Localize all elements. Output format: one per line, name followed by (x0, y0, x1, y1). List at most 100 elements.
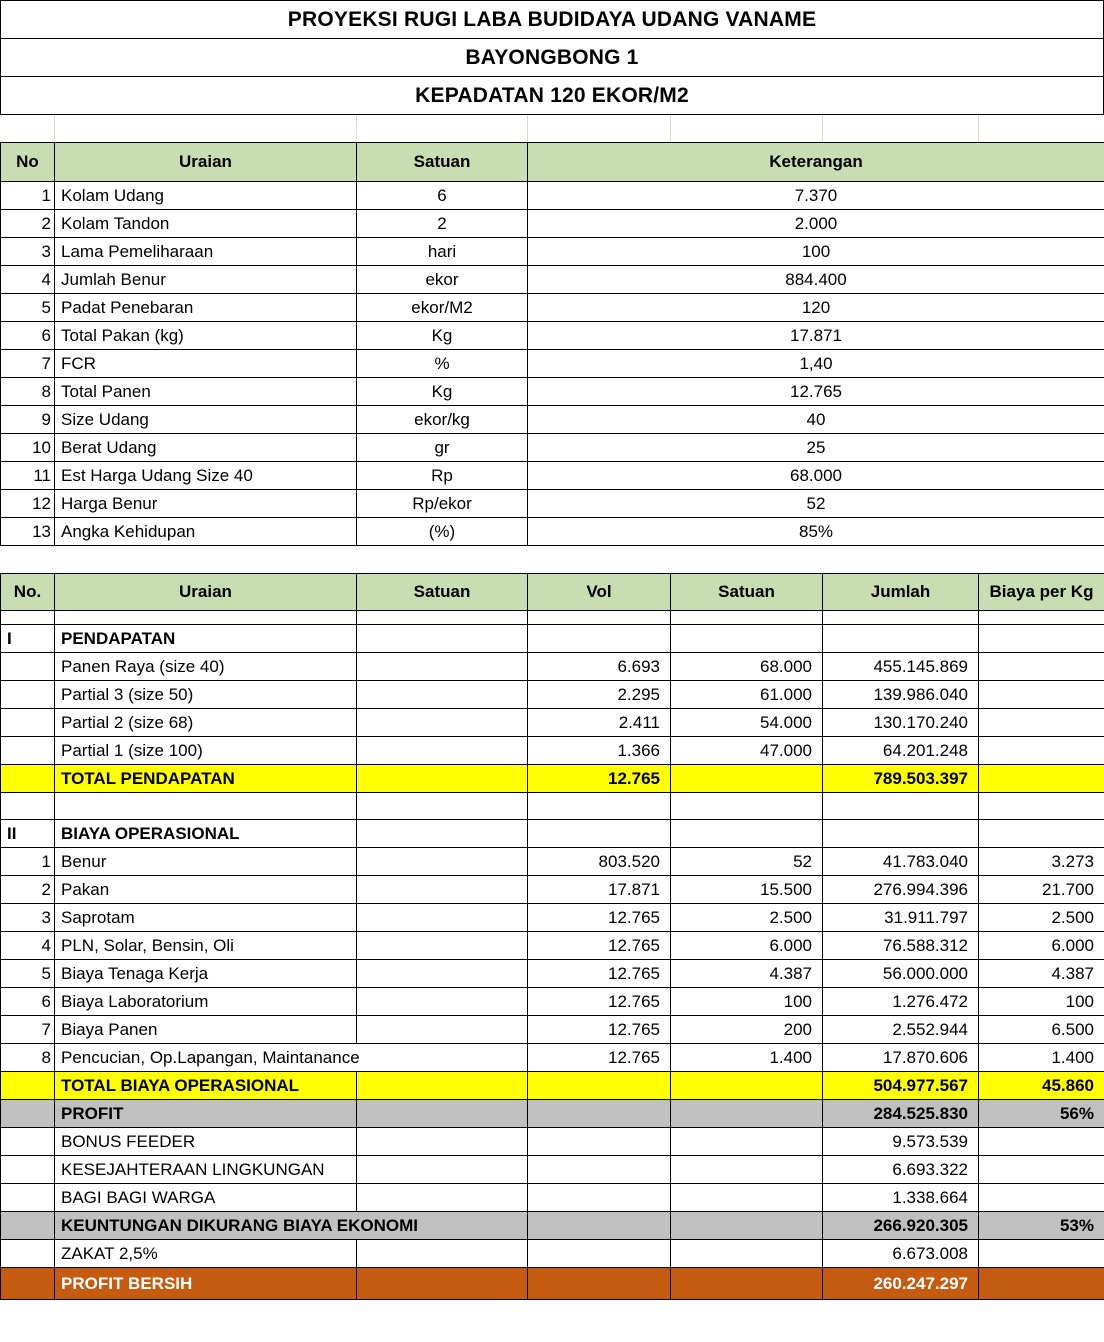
cell-no: 2 (0, 209, 55, 238)
table-row: 4 PLN, Solar, Bensin, Oli 12.765 6.000 76.58… (0, 931, 1104, 960)
table-row: 4 Jumlah Benur ekor 884.400 (0, 265, 1104, 294)
cell-uraian: Partial 1 (size 100) (54, 736, 357, 765)
site-name: BAYONGBONG 1 (0, 38, 1104, 77)
cell-no: 8 (0, 1043, 55, 1072)
report-title: PROYEKSI RUGI LABA BUDIDAYA UDANG VANAME (0, 0, 1104, 39)
cell-satuan: ekor/kg (356, 405, 528, 434)
cell-vol: 1.366 (527, 736, 671, 765)
cell-uraian: Biaya Tenaga Kerja (54, 959, 357, 988)
cell-keterangan: 884.400 (527, 265, 1104, 294)
cell-vol: 12.765 (527, 1015, 671, 1044)
cell-satuan: 15.500 (670, 875, 823, 904)
cell-biaya-per-kg: 6.000 (978, 931, 1104, 960)
cell-uraian: Partial 3 (size 50) (54, 680, 357, 709)
cell-jumlah: 76.588.312 (822, 931, 979, 960)
cell-keterangan: 40 (527, 405, 1104, 434)
cell-keterangan: 52 (527, 489, 1104, 518)
cell-keterangan: 85% (527, 517, 1104, 546)
cell-jumlah: 260.247.297 (822, 1267, 979, 1300)
cell-jumlah: 6.673.008 (822, 1239, 979, 1268)
cell-satuan: 52 (670, 847, 823, 876)
profit-bersih-row: PROFIT BERSIH 260.247.297 (0, 1267, 1104, 1300)
cell-satuan: 61.000 (670, 680, 823, 709)
cell-satuan: 47.000 (670, 736, 823, 765)
cell-no: 5 (0, 959, 55, 988)
table-row: 3 Saprotam 12.765 2.500 31.911.797 2.500 (0, 903, 1104, 932)
cell-jumlah: 130.170.240 (822, 708, 979, 737)
title-block: PROYEKSI RUGI LABA BUDIDAYA UDANG VANAME… (0, 0, 1104, 115)
cell-satuan: Kg (356, 321, 528, 350)
cell-satuan: (%) (356, 517, 528, 546)
cell-vol: 12.765 (527, 764, 671, 793)
cell-biaya-per-kg: 6.500 (978, 1015, 1104, 1044)
cell-biaya-per-kg: 1.400 (978, 1043, 1104, 1072)
table-row: 6 Total Pakan (kg) Kg 17.871 (0, 321, 1104, 350)
table-row: 7 Biaya Panen 12.765 200 2.552.944 6.500 (0, 1015, 1104, 1044)
cell-jumlah: 41.783.040 (822, 847, 979, 876)
cell-satuan: 6 (356, 181, 528, 210)
cell-jumlah: 9.573.539 (822, 1127, 979, 1156)
cell-jumlah: 64.201.248 (822, 736, 979, 765)
cell-satuan: 54.000 (670, 708, 823, 737)
cell-satuan: Kg (356, 377, 528, 406)
cell-jumlah: 31.911.797 (822, 903, 979, 932)
cell-no: 4 (0, 931, 55, 960)
cell-uraian: Biaya Laboratorium (54, 987, 357, 1016)
profit-loss-table: No. Uraian Satuan Vol Satuan Jumlah Biay… (0, 573, 1104, 1300)
table-row: 2 Pakan 17.871 15.500 276.994.396 21.700 (0, 875, 1104, 904)
section-row-biaya-operasional: II BIAYA OPERASIONAL (0, 819, 1104, 848)
cell-no: 7 (0, 1015, 55, 1044)
cell-jumlah: 284.525.830 (822, 1099, 979, 1128)
header-no: No. (0, 573, 55, 611)
cell-satuan: ekor/M2 (356, 293, 528, 322)
cell-satuan: 100 (670, 987, 823, 1016)
parameters-table: No Uraian Satuan Keterangan 1 Kolam Udang… (0, 142, 1104, 546)
cell-satuan: gr (356, 433, 528, 462)
cell-biaya-per-kg: 2.500 (978, 903, 1104, 932)
cell-uraian: FCR (54, 349, 357, 378)
table-row: 9 Size Udang ekor/kg 40 (0, 405, 1104, 434)
table-row: 1 Kolam Udang 6 7.370 (0, 181, 1104, 210)
table-header-row: No Uraian Satuan Keterangan (0, 142, 1104, 182)
cell-satuan: 2.500 (670, 903, 823, 932)
cell-uraian: KEUNTUNGAN DIKURANG BIAYA EKONOMI (54, 1211, 528, 1240)
cell-no: 6 (0, 321, 55, 350)
cell-no: I (0, 624, 55, 653)
cell-uraian: Biaya Panen (54, 1015, 357, 1044)
cell-uraian: Est Harga Udang Size 40 (54, 461, 357, 490)
cell-jumlah: 139.986.040 (822, 680, 979, 709)
cell-uraian: Berat Udang (54, 433, 357, 462)
cell-satuan: ekor (356, 265, 528, 294)
cell-satuan: Rp/ekor (356, 489, 528, 518)
cell-satuan: 1.400 (670, 1043, 823, 1072)
cell-vol: 803.520 (527, 847, 671, 876)
table-row: KESEJAHTERAAN LINGKUNGAN 6.693.322 (0, 1155, 1104, 1184)
cell-uraian: Padat Penebaran (54, 293, 357, 322)
keuntungan-row: KEUNTUNGAN DIKURANG BIAYA EKONOMI 266.920… (0, 1211, 1104, 1240)
cell-uraian: Size Udang (54, 405, 357, 434)
cell-jumlah: 1.276.472 (822, 987, 979, 1016)
cell-satuan: 200 (670, 1015, 823, 1044)
cell-biaya-per-kg: 45.860 (978, 1071, 1104, 1100)
cell-keterangan: 2.000 (527, 209, 1104, 238)
cell-jumlah: 6.693.322 (822, 1155, 979, 1184)
cell-jumlah: 2.552.944 (822, 1015, 979, 1044)
cell-biaya-per-kg: 4.387 (978, 959, 1104, 988)
cell-vol: 17.871 (527, 875, 671, 904)
cell-biaya-per-kg: 56% (978, 1099, 1104, 1128)
cell-uraian: KESEJAHTERAAN LINGKUNGAN (54, 1155, 357, 1184)
cell-uraian: Partial 2 (size 68) (54, 708, 357, 737)
cell-vol: 12.765 (527, 987, 671, 1016)
table-row: BONUS FEEDER 9.573.539 (0, 1127, 1104, 1156)
table-row: 6 Biaya Laboratorium 12.765 100 1.276.472 100 (0, 987, 1104, 1016)
header-uraian: Uraian (54, 142, 357, 182)
cell-biaya-per-kg: 21.700 (978, 875, 1104, 904)
cell-vol: 2.411 (527, 708, 671, 737)
cell-satuan: 4.387 (670, 959, 823, 988)
cell-uraian: Total Pakan (kg) (54, 321, 357, 350)
cell-uraian: Angka Kehidupan (54, 517, 357, 546)
total-biaya-operasional-row: TOTAL BIAYA OPERASIONAL 504.977.567 45.860 (0, 1071, 1104, 1100)
cell-uraian: Pakan (54, 875, 357, 904)
cell-uraian: Lama Pemeliharaan (54, 237, 357, 266)
